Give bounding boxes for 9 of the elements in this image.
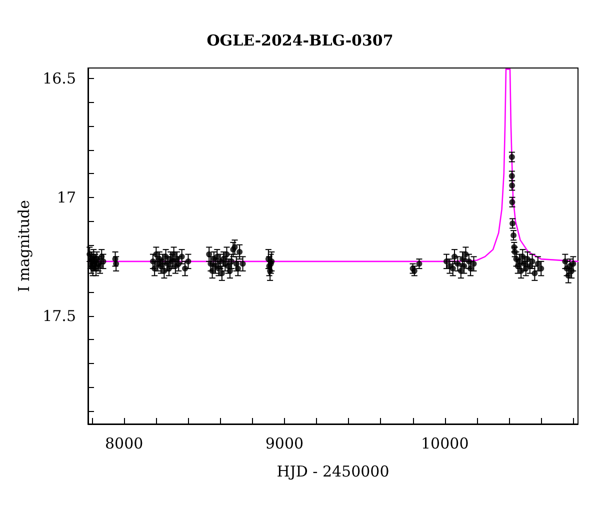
y-tick-label: 17 — [56, 188, 76, 206]
y-axis-title: I magnitude — [15, 200, 34, 292]
chart-title: OGLE-2024-BLG-0307 — [206, 32, 394, 50]
y-tick-label: 17.5 — [42, 307, 76, 326]
x-tick-label: 10000 — [421, 434, 469, 452]
x-tick-label: 8000 — [104, 434, 144, 452]
y-tick-label: 16.5 — [42, 70, 76, 88]
x-tick-label: 9000 — [265, 434, 304, 452]
x-axis-title: HJD - 2450000 — [276, 462, 390, 480]
